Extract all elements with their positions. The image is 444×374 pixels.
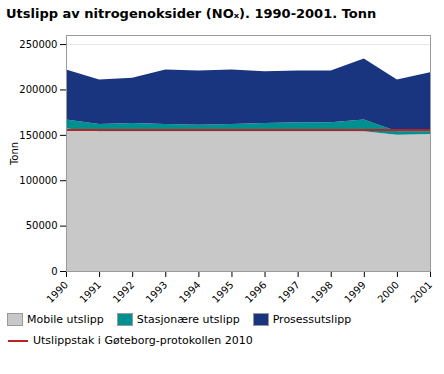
svg-text:1997: 1997	[276, 279, 302, 305]
html-text:Prosessutslipp: Prosessutslipp	[272, 313, 352, 326]
html-text:Stasjonære utslipp: Stasjonære utslipp	[136, 313, 240, 326]
svg-text:1993: 1993	[144, 279, 170, 305]
svg-text:1996: 1996	[243, 279, 269, 305]
svg-text:50000: 50000	[26, 220, 58, 231]
svg-text:1994: 1994	[177, 279, 203, 305]
svg-text:200000: 200000	[19, 84, 57, 95]
svg-text:1990: 1990	[44, 279, 70, 305]
svg-text:2001: 2001	[408, 279, 434, 305]
html-text:Mobile utslipp: Mobile utslipp	[27, 313, 104, 326]
svg-text:250000: 250000	[19, 39, 57, 50]
svg-text:1991: 1991	[77, 279, 103, 305]
svg-text:0: 0	[51, 266, 57, 277]
html-text:Utslipp av nitrogenoksider (NO: Utslipp av nitrogenoksider (NOₓ). 1990-2…	[6, 6, 377, 21]
svg-text:1992: 1992	[111, 279, 137, 305]
svg-text:Tonn: Tonn	[9, 142, 20, 166]
svg-text:100000: 100000	[19, 175, 57, 186]
svg-text:1999: 1999	[342, 279, 368, 305]
html-text:Utslippstak i Gøteborg-protoko: Utslippstak i Gøteborg-protokollen 2010	[33, 334, 253, 347]
svg-text:1998: 1998	[309, 279, 335, 305]
svg-text:1995: 1995	[210, 279, 236, 305]
svg-text:2000: 2000	[375, 279, 401, 305]
svg-text:150000: 150000	[19, 130, 57, 141]
